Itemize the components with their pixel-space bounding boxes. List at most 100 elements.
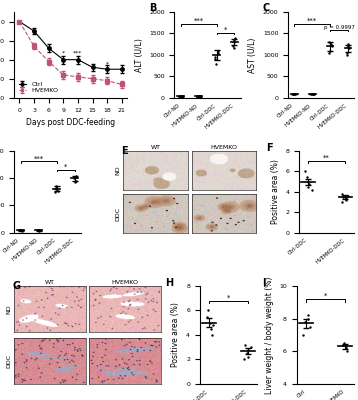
Point <box>345 193 351 199</box>
Point <box>232 34 237 41</box>
Point <box>72 179 78 186</box>
Point <box>344 348 350 354</box>
Point <box>292 90 297 97</box>
Point <box>179 93 185 99</box>
Point <box>205 307 211 314</box>
Y-axis label: ALT (U/L): ALT (U/L) <box>135 38 144 72</box>
Point <box>245 354 251 360</box>
Point <box>306 180 311 187</box>
Point <box>245 346 250 353</box>
Point <box>215 48 221 54</box>
Text: I: I <box>262 278 266 288</box>
Point <box>194 93 200 99</box>
Y-axis label: AST (U/L): AST (U/L) <box>248 37 257 73</box>
Point <box>300 332 306 338</box>
Text: p = 0.9997: p = 0.9997 <box>324 25 355 30</box>
Point <box>307 324 313 330</box>
Text: ***: *** <box>73 51 83 56</box>
Point <box>36 227 42 234</box>
Point <box>305 178 311 185</box>
Legend: Ctrl, HVEMKO: Ctrl, HVEMKO <box>18 80 59 95</box>
Point <box>311 91 316 98</box>
Point <box>53 183 59 190</box>
Point <box>197 93 202 99</box>
Point <box>17 227 23 234</box>
Point <box>53 186 58 192</box>
Point <box>179 92 184 99</box>
Point <box>347 45 352 52</box>
Point <box>35 227 41 234</box>
Title: HVEMKO: HVEMKO <box>111 280 138 285</box>
Y-axis label: Positive area (%): Positive area (%) <box>271 160 280 224</box>
Point <box>178 93 184 100</box>
Point <box>19 227 24 234</box>
Point <box>36 227 42 234</box>
Point <box>291 91 296 97</box>
Point <box>242 342 248 348</box>
Point <box>248 344 254 350</box>
Y-axis label: Liver weight / body weight (%): Liver weight / body weight (%) <box>265 276 274 394</box>
Point <box>209 332 214 338</box>
Point <box>302 168 308 175</box>
Title: WT: WT <box>45 280 55 285</box>
Point <box>35 227 41 233</box>
Point <box>208 326 214 332</box>
Point <box>345 41 350 47</box>
Point <box>310 90 316 97</box>
Text: *: * <box>106 62 109 66</box>
Point <box>309 187 315 193</box>
Point <box>196 93 202 100</box>
Y-axis label: ND: ND <box>116 166 121 175</box>
Y-axis label: Positive area (%): Positive area (%) <box>171 302 180 367</box>
Y-axis label: DDC: DDC <box>6 354 11 368</box>
Point <box>329 43 334 50</box>
Point <box>305 312 311 318</box>
Point <box>213 60 218 67</box>
Point <box>197 92 203 99</box>
Point <box>71 175 76 182</box>
Point <box>305 184 311 190</box>
Text: E: E <box>122 146 128 156</box>
Point <box>73 174 79 180</box>
Point <box>231 39 237 45</box>
Text: C: C <box>263 4 270 14</box>
Title: HVEMKO: HVEMKO <box>211 145 237 150</box>
Y-axis label: ND: ND <box>6 304 11 314</box>
Text: *: * <box>227 294 230 300</box>
Point <box>343 345 349 351</box>
Point <box>17 227 23 233</box>
Text: F: F <box>266 143 272 153</box>
Point <box>328 41 334 47</box>
Point <box>344 50 350 56</box>
Point <box>210 322 216 328</box>
Point <box>341 340 347 346</box>
Point <box>231 37 237 43</box>
Point <box>290 91 296 98</box>
Point <box>52 189 58 195</box>
Point <box>340 342 346 348</box>
Text: G: G <box>13 281 20 291</box>
Point <box>242 356 247 363</box>
Text: ***: *** <box>34 155 44 161</box>
Point <box>344 52 349 58</box>
Point <box>327 48 333 54</box>
Point <box>231 45 237 52</box>
Point <box>231 43 236 50</box>
Point <box>55 187 61 194</box>
Point <box>176 93 182 99</box>
Text: H: H <box>165 278 173 288</box>
Point <box>343 197 349 203</box>
Point <box>326 50 332 56</box>
Text: *: * <box>224 27 227 33</box>
Point <box>345 43 351 50</box>
Point <box>204 313 210 320</box>
Text: *: * <box>324 292 327 298</box>
Point <box>339 191 345 197</box>
Point <box>344 343 349 350</box>
Point <box>16 227 22 233</box>
Point <box>37 227 42 233</box>
Text: B: B <box>149 4 156 14</box>
Point <box>305 315 311 322</box>
Text: ***: *** <box>194 18 204 24</box>
Text: *: * <box>62 51 65 56</box>
